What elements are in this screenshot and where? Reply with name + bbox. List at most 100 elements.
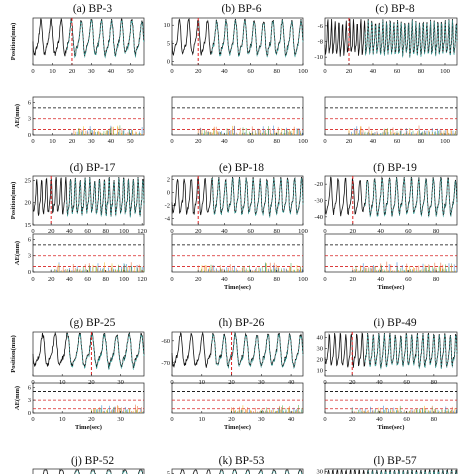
ae-axis-label: AE(mm) bbox=[14, 241, 21, 265]
position-trace bbox=[324, 332, 458, 369]
panel-title: (h) BP-26 bbox=[219, 317, 265, 329]
panel-title: (g) BP-25 bbox=[70, 317, 116, 329]
x-tick-label: 30 bbox=[258, 379, 265, 386]
ae-axes-frame bbox=[32, 96, 145, 136]
panel-title: (j) BP-52 bbox=[71, 455, 114, 467]
x-tick-label: 60 bbox=[405, 228, 412, 235]
prediction-trace bbox=[66, 333, 145, 371]
y-tick-label: -20 bbox=[314, 181, 323, 188]
x-tick-label: 20 bbox=[88, 379, 95, 386]
ae-tick-label: 0 bbox=[28, 410, 31, 417]
x-tick-label: 80 bbox=[431, 379, 438, 386]
x-tick-label: 20 bbox=[195, 68, 202, 75]
y-tick-label: 20 bbox=[317, 357, 324, 364]
ae-axis-label: AE(mm) bbox=[14, 386, 21, 410]
ae-tick-label: 6 bbox=[28, 236, 32, 243]
position-axis-label: Position(mm) bbox=[10, 23, 17, 61]
position-axes-frame bbox=[32, 331, 145, 377]
x-tick-label: 100 bbox=[119, 276, 129, 283]
x-tick-label: 120 bbox=[137, 276, 147, 283]
y-tick-label: 20 bbox=[25, 200, 32, 207]
position-trace bbox=[327, 468, 458, 474]
x-tick-label: 50 bbox=[127, 138, 134, 145]
x-tick-label: 100 bbox=[298, 68, 308, 75]
position-axes-frame bbox=[171, 468, 304, 474]
x-tick-label: 0 bbox=[31, 228, 34, 235]
position-axis-label: Position(mm) bbox=[10, 335, 17, 373]
y-tick-label: -4 bbox=[165, 215, 171, 222]
x-tick-label: 0 bbox=[31, 416, 34, 423]
time-axis-label: Time(sec) bbox=[378, 424, 405, 431]
x-tick-label: 20 bbox=[88, 416, 95, 423]
x-tick-label: 80 bbox=[433, 276, 440, 283]
x-tick-label: 10 bbox=[199, 416, 206, 423]
panel-title: (a) BP-3 bbox=[73, 3, 113, 15]
time-axis-label: Time(sec) bbox=[224, 424, 251, 431]
x-tick-label: 0 bbox=[170, 68, 173, 75]
time-axis-label: Time(sec) bbox=[378, 284, 405, 291]
x-tick-label: 100 bbox=[440, 68, 450, 75]
position-trace bbox=[171, 18, 304, 57]
x-tick-label: 20 bbox=[195, 138, 202, 145]
x-tick-label: 0 bbox=[323, 276, 326, 283]
x-tick-label: 40 bbox=[66, 276, 73, 283]
prediction-trace bbox=[364, 334, 458, 370]
x-tick-label: 0 bbox=[170, 228, 173, 235]
y-tick-label: 30 bbox=[317, 346, 324, 353]
y-tick-label: 5 bbox=[167, 471, 170, 474]
x-tick-label: 80 bbox=[418, 138, 425, 145]
panel-title: (f) BP-19 bbox=[373, 162, 417, 174]
x-tick-label: 10 bbox=[199, 379, 206, 386]
x-tick-label: 100 bbox=[440, 138, 450, 145]
x-tick-label: 0 bbox=[323, 416, 326, 423]
x-tick-label: 100 bbox=[298, 276, 308, 283]
x-tick-label: 40 bbox=[376, 379, 383, 386]
panel-title: (l) BP-57 bbox=[373, 455, 416, 467]
y-tick-label: 40 bbox=[317, 335, 324, 342]
x-tick-label: 40 bbox=[288, 379, 295, 386]
y-tick-label: 10 bbox=[317, 368, 324, 375]
x-tick-label: 0 bbox=[170, 276, 173, 283]
x-tick-label: 60 bbox=[84, 276, 91, 283]
position-axes-frame bbox=[32, 468, 145, 474]
x-tick-label: 40 bbox=[221, 138, 228, 145]
panel-title: (b) BP-6 bbox=[222, 3, 262, 15]
x-tick-label: 100 bbox=[298, 228, 308, 235]
x-tick-label: 40 bbox=[221, 276, 228, 283]
x-tick-label: 30 bbox=[258, 416, 265, 423]
x-tick-label: 40 bbox=[221, 68, 228, 75]
x-tick-label: 0 bbox=[323, 68, 326, 75]
x-tick-label: 0 bbox=[170, 416, 173, 423]
time-axis-label: Time(sec) bbox=[75, 424, 102, 431]
x-tick-label: 30 bbox=[117, 379, 124, 386]
y-tick-label: 15 bbox=[25, 222, 32, 229]
x-tick-label: 0 bbox=[31, 138, 34, 145]
x-tick-label: 60 bbox=[247, 68, 254, 75]
x-tick-label: 40 bbox=[108, 138, 115, 145]
y-tick-label: 2 bbox=[167, 176, 170, 183]
position-trace bbox=[179, 469, 303, 474]
ae-tick-label: 0 bbox=[28, 269, 31, 276]
y-tick-label: 5 bbox=[167, 40, 170, 47]
x-tick-label: 40 bbox=[288, 416, 295, 423]
x-tick-label: 40 bbox=[370, 68, 377, 75]
ae-tick-label: 3 bbox=[28, 116, 31, 123]
x-tick-label: 20 bbox=[228, 416, 235, 423]
x-tick-label: 20 bbox=[346, 138, 353, 145]
x-tick-label: 80 bbox=[418, 68, 425, 75]
x-tick-label: 60 bbox=[247, 138, 254, 145]
panel-title: (d) BP-17 bbox=[70, 162, 116, 174]
x-tick-label: 0 bbox=[31, 276, 34, 283]
y-tick-label: -6 bbox=[318, 23, 324, 30]
x-tick-label: 100 bbox=[119, 228, 129, 235]
position-trace bbox=[32, 17, 145, 58]
x-tick-label: 60 bbox=[247, 276, 254, 283]
x-tick-label: 20 bbox=[346, 68, 353, 75]
prediction-trace bbox=[66, 19, 145, 59]
x-tick-label: 40 bbox=[376, 416, 383, 423]
x-tick-label: 80 bbox=[274, 138, 281, 145]
position-axis-label: Position(mm) bbox=[10, 182, 17, 220]
x-tick-label: 30 bbox=[88, 68, 95, 75]
time-axis-label: Time(sec) bbox=[224, 284, 251, 291]
